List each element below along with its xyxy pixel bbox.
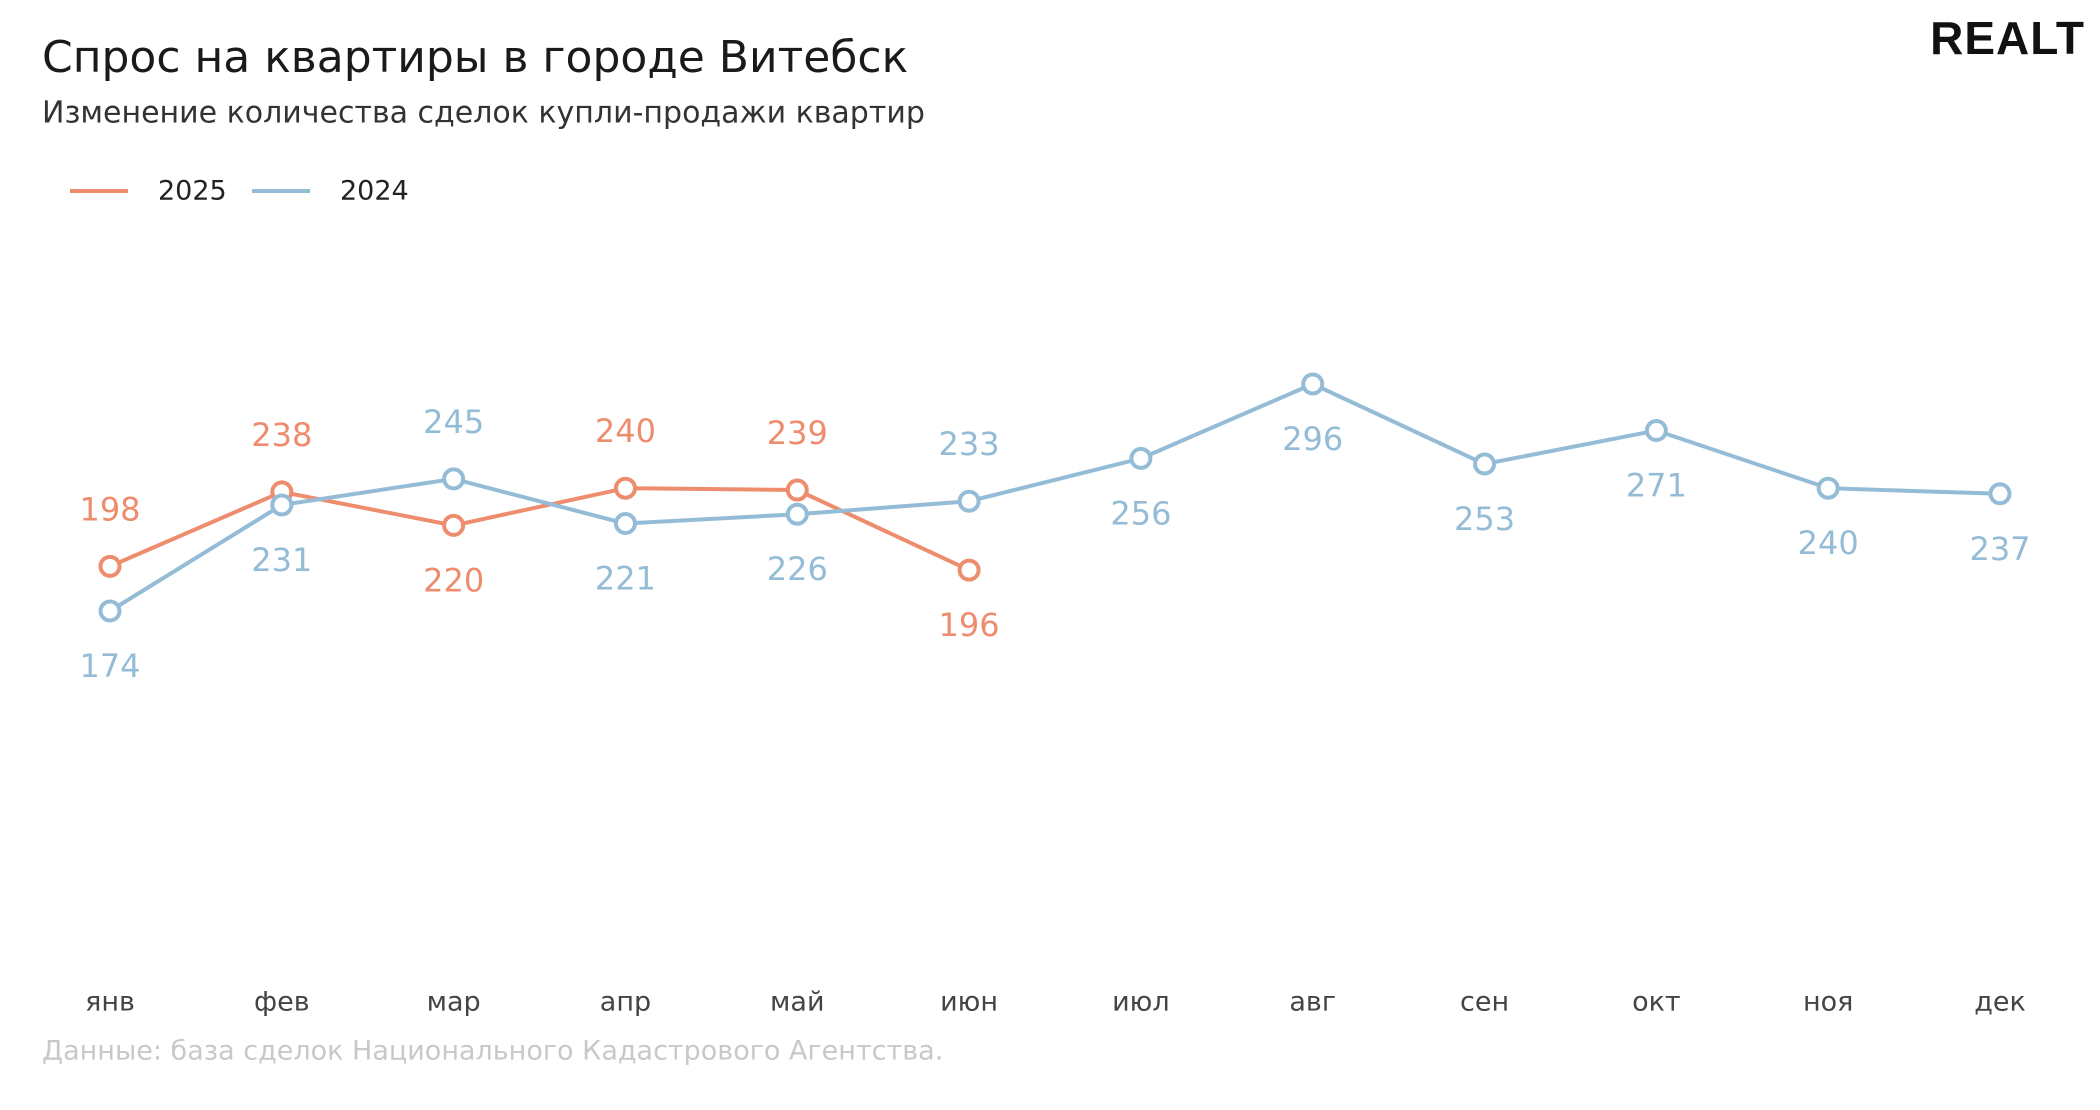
- chart-subtitle: Изменение количества сделок купли-продаж…: [42, 96, 925, 131]
- x-tick-label: апр: [600, 987, 651, 1018]
- data-label: 196: [939, 606, 1000, 644]
- data-label: 221: [595, 560, 656, 598]
- chart-title: Спрос на квартиры в городе Витебск: [42, 32, 908, 83]
- x-tick-label: дек: [1974, 987, 2026, 1018]
- data-point: [1644, 419, 1668, 443]
- data-label: 245: [423, 403, 484, 441]
- data-point: [442, 513, 466, 537]
- data-point: [1129, 446, 1153, 470]
- x-tick-label: фев: [254, 987, 310, 1018]
- series-line: [109, 486, 970, 572]
- x-tick-label: июл: [1112, 987, 1170, 1018]
- data-label: 233: [939, 425, 1000, 463]
- x-tick-label: ноя: [1803, 987, 1853, 1018]
- data-label: 231: [251, 541, 312, 579]
- x-tick-label: июн: [940, 987, 998, 1018]
- data-point: [957, 558, 981, 582]
- data-label: 238: [251, 416, 312, 454]
- x-tick-label: мар: [427, 987, 481, 1018]
- data-point: [785, 478, 809, 502]
- x-tick-label: окт: [1632, 987, 1681, 1018]
- data-point: [613, 476, 637, 500]
- data-point: [1301, 372, 1325, 396]
- data-label: 174: [79, 647, 140, 685]
- data-point: [1816, 476, 1840, 500]
- data-label: 256: [1110, 494, 1171, 532]
- data-point: [785, 502, 809, 526]
- data-label: 226: [767, 550, 828, 588]
- data-label: 253: [1454, 500, 1515, 538]
- x-tick-label: сен: [1460, 987, 1509, 1018]
- data-label: 296: [1282, 420, 1343, 458]
- x-tick-label: янв: [85, 987, 135, 1018]
- x-tick-label: авг: [1289, 987, 1336, 1018]
- data-point: [957, 489, 981, 513]
- data-label: 239: [767, 414, 828, 452]
- data-point: [98, 554, 122, 578]
- x-tick-label: май: [770, 987, 824, 1018]
- data-point: [1473, 452, 1497, 476]
- data-label: 240: [595, 412, 656, 450]
- data-label: 220: [423, 561, 484, 599]
- data-point: [1988, 482, 2012, 506]
- data-point: [98, 599, 122, 623]
- legend-label: 2024: [340, 176, 409, 207]
- data-label: 198: [79, 490, 140, 528]
- data-point: [613, 512, 637, 536]
- data-point: [270, 493, 294, 517]
- legend-label: 2025: [158, 176, 227, 207]
- series-line: [108, 381, 2001, 613]
- brand-logo: REALT: [1930, 12, 2085, 64]
- data-label: 237: [1969, 530, 2030, 568]
- source-note: Данные: база сделок Национального Кадаст…: [42, 1036, 943, 1067]
- data-point: [442, 467, 466, 491]
- data-label: 271: [1626, 467, 1687, 505]
- data-label: 240: [1798, 524, 1859, 562]
